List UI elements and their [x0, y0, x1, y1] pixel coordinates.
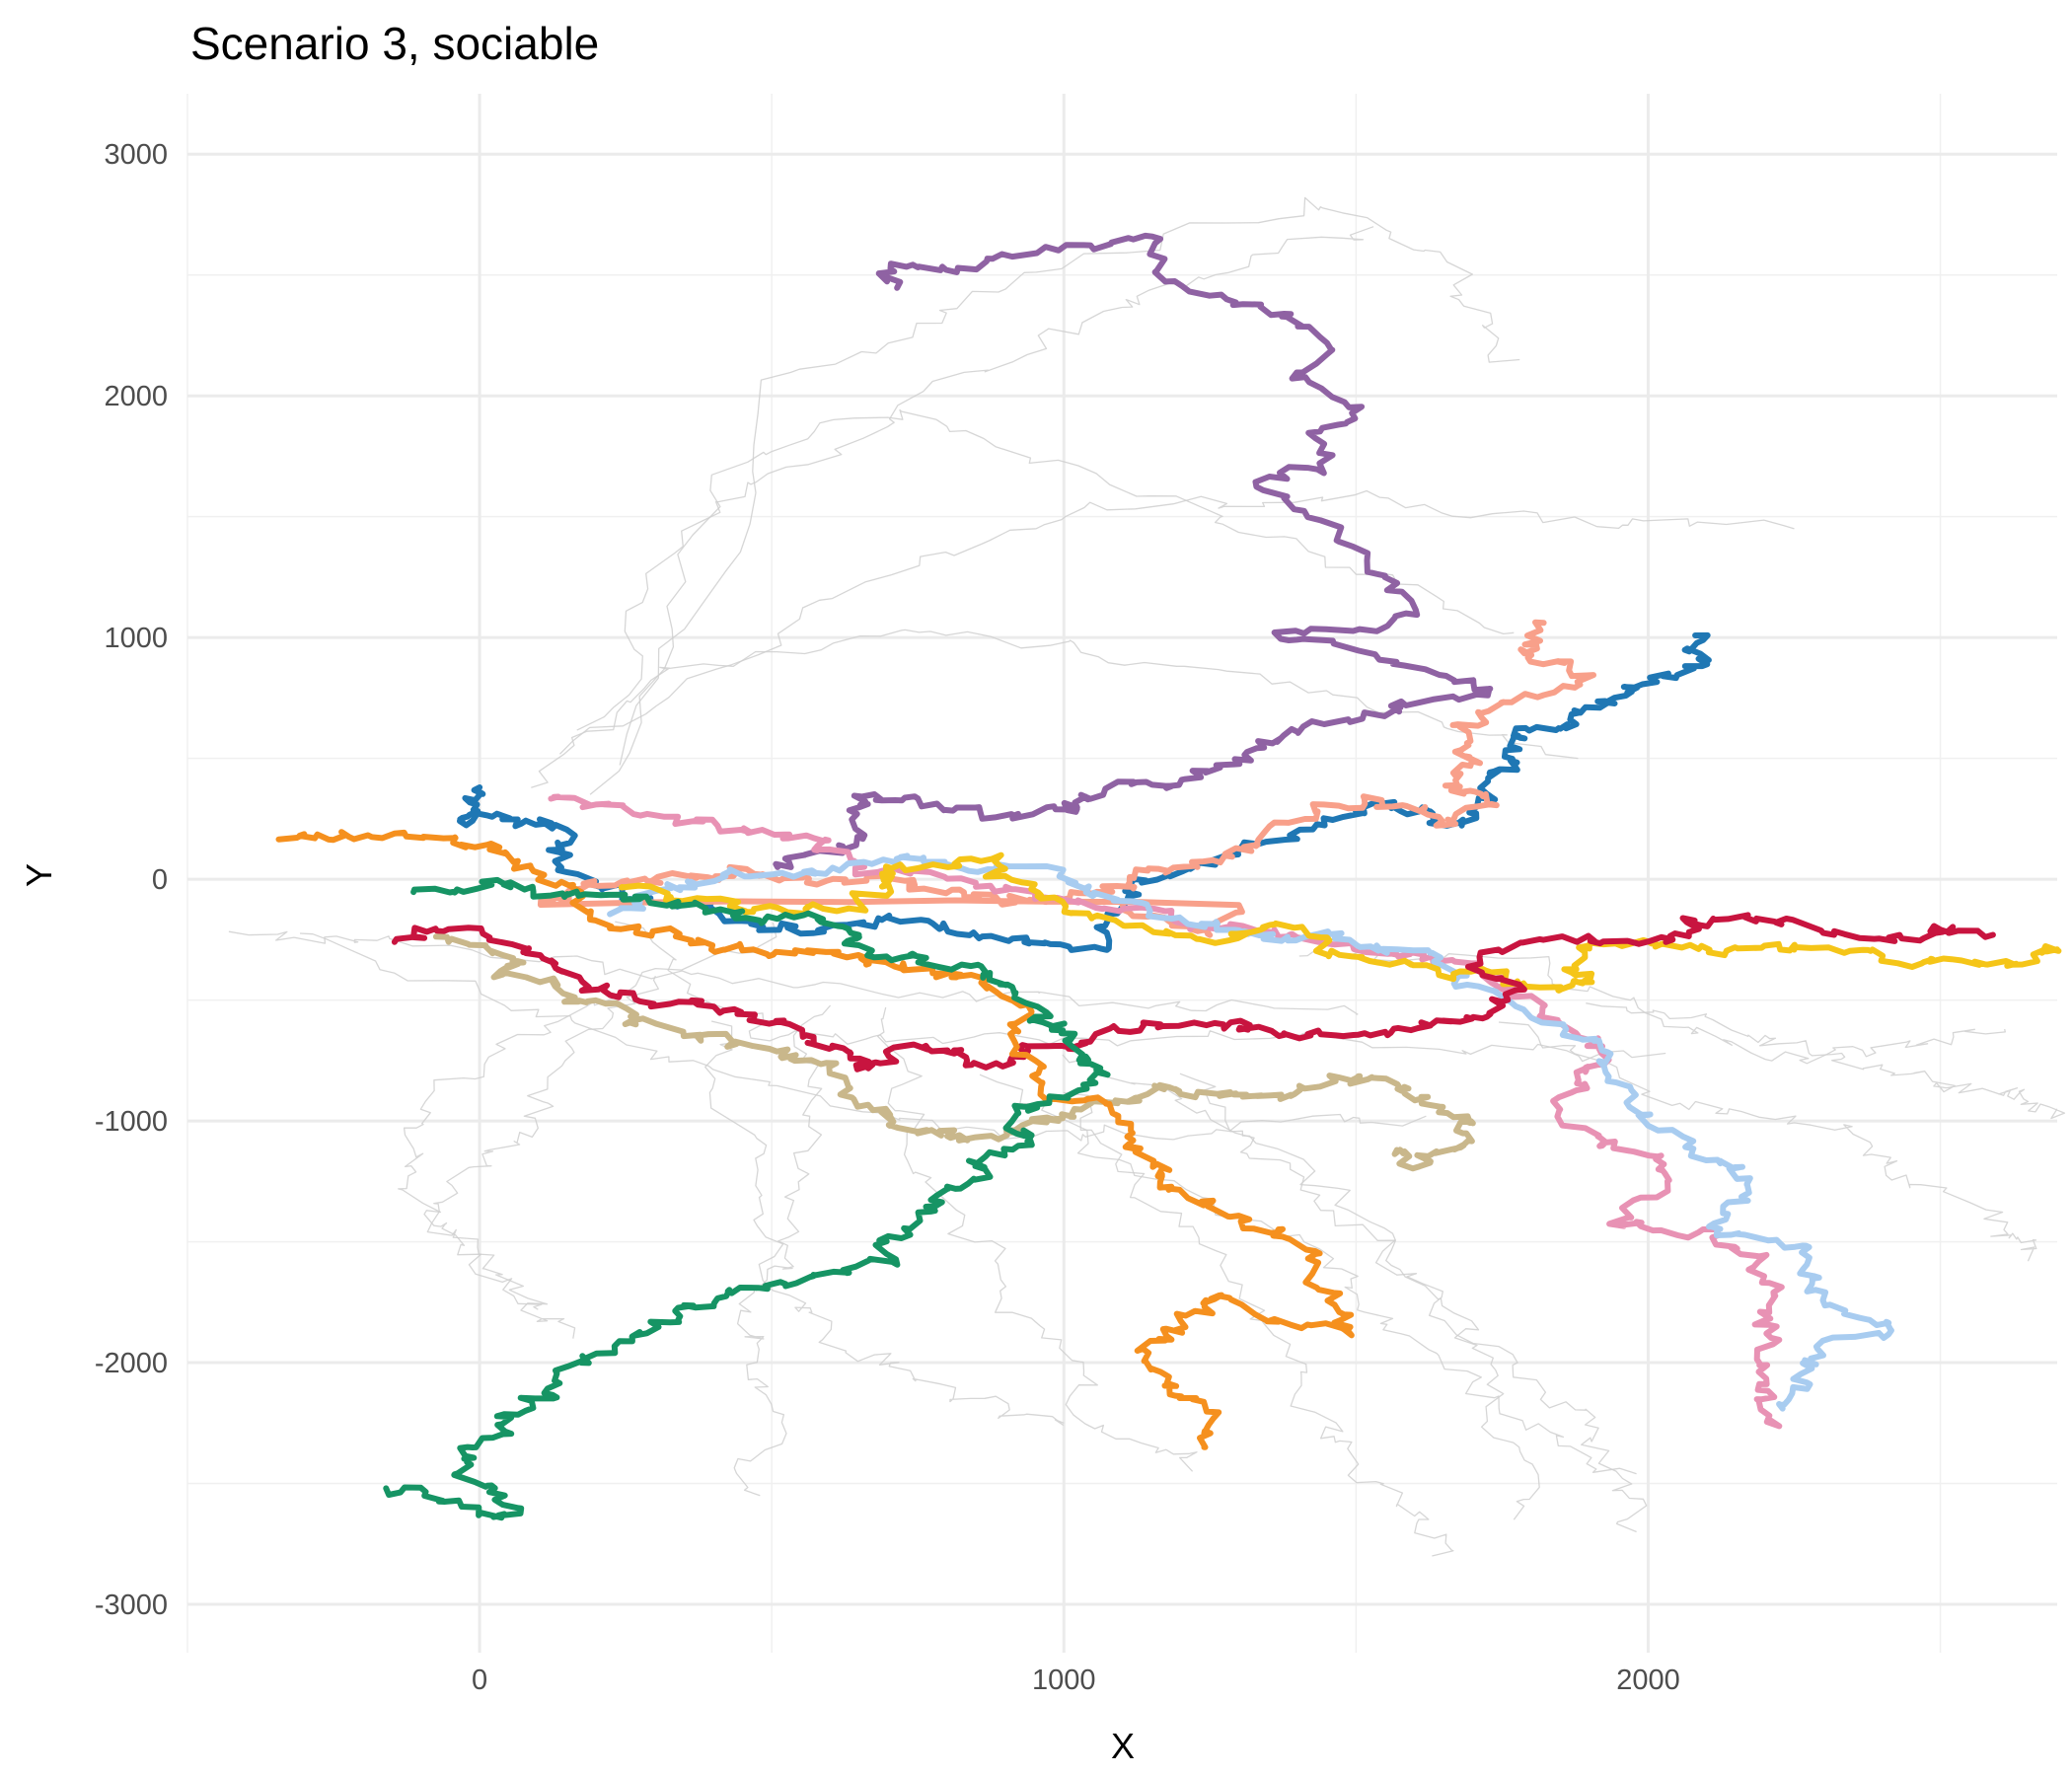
- trajectory-line: [391, 912, 1996, 1073]
- x-axis-title: X: [1111, 1726, 1135, 1766]
- x-tick-label: 1000: [1032, 1665, 1096, 1696]
- background-track: [576, 226, 1374, 731]
- background-track: [1062, 1054, 1540, 1520]
- y-tick-label: 3000: [104, 139, 168, 171]
- y-tick-label: 2000: [104, 381, 168, 412]
- background-track: [1498, 1021, 2037, 1262]
- trajectory-line: [773, 232, 1494, 870]
- trajectory-line: [383, 876, 1111, 1521]
- background-track: [228, 930, 1359, 1015]
- x-tick-label: 2000: [1616, 1665, 1680, 1696]
- background-track: [979, 1073, 1637, 1475]
- chart-title: Scenario 3, sociable: [190, 18, 599, 69]
- background-track: [704, 1020, 1065, 1426]
- background-track: [299, 932, 1427, 1142]
- x-tick-label: 0: [472, 1665, 487, 1696]
- background-track: [1298, 949, 2006, 1065]
- y-axis-title: Y: [19, 863, 59, 887]
- trajectory-line: [607, 852, 1894, 1412]
- y-tick-label: -1000: [95, 1106, 168, 1138]
- y-tick-label: -3000: [95, 1590, 168, 1621]
- background-track: [619, 196, 1520, 766]
- y-tick-label: -2000: [95, 1348, 168, 1379]
- y-tick-labels: 3000 2000 1000 0 -1000 -2000 -3000: [95, 139, 168, 1621]
- trajectory-line: [618, 851, 2062, 994]
- background-track: [1179, 1073, 1648, 1533]
- trajectory-line: [537, 619, 1596, 938]
- trajectory-series: [275, 232, 2062, 1521]
- background-track: [426, 975, 659, 1339]
- x-tick-labels: 0 1000 2000: [472, 1665, 1680, 1696]
- background-track: [531, 629, 1579, 788]
- background-track: [1063, 1091, 1454, 1557]
- background-track: [1586, 1002, 2066, 1120]
- y-tick-label: 0: [152, 864, 168, 896]
- background-track: [558, 489, 1795, 755]
- background-track: [876, 1006, 1198, 1472]
- y-tick-label: 1000: [104, 623, 168, 654]
- background-track: [733, 1004, 832, 1497]
